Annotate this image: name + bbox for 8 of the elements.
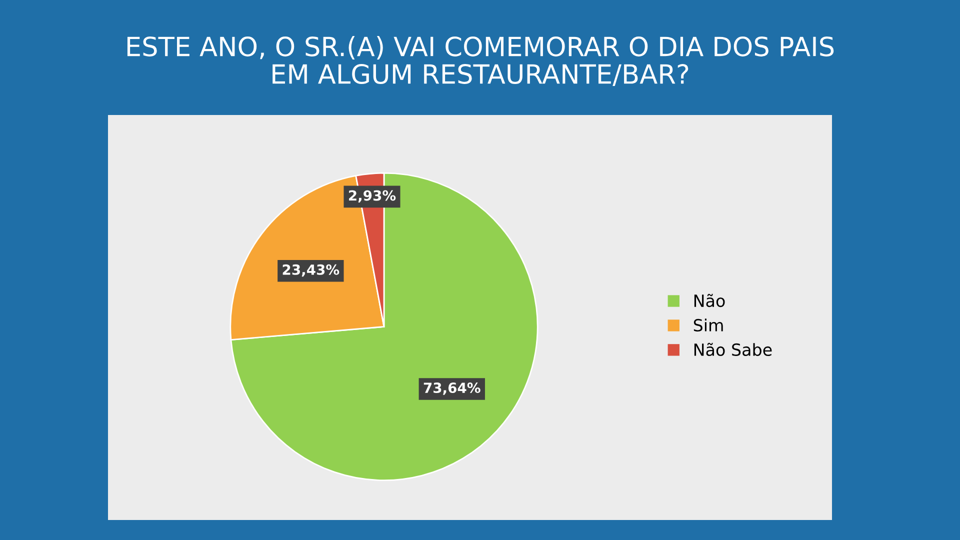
pie-slice (230, 172, 538, 481)
data-label: 2,93% (349, 190, 396, 202)
data-label: 73,64% (424, 382, 480, 395)
legend-label: Não (694, 294, 725, 308)
chart-title: ESTE ANO, O SR.(A) VAI COMEMORAR O DIA DOS PAIS EM ALGUM RESTAURANTE/BAR? (127, 36, 834, 86)
legend-label: Não Sabe (694, 342, 772, 356)
data-label: 23,43% (282, 264, 340, 277)
legend-label: Sim (694, 318, 723, 332)
